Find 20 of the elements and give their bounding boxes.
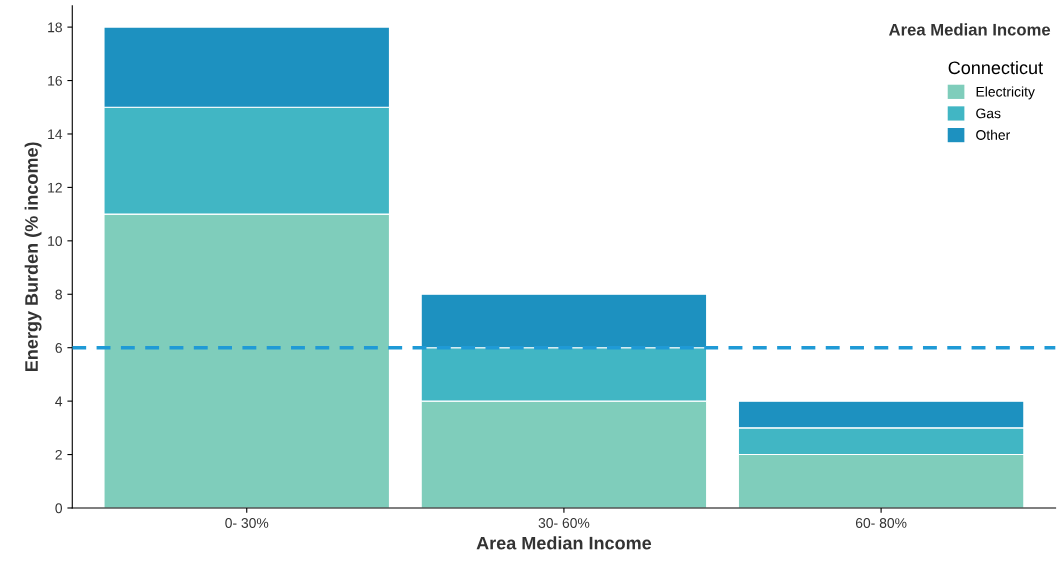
x-axis-title: Area Median Income — [476, 536, 652, 550]
y-tick-label: 18 — [48, 22, 62, 33]
x-tick-label: 0- 30% — [225, 518, 269, 528]
y-axis-title: Energy Burden (% income) — [24, 142, 42, 372]
y-tick-label: 12 — [48, 182, 62, 193]
y-tick-label: 2 — [55, 449, 62, 460]
legend-label: Electricity — [976, 86, 1035, 100]
x-tick-label: 60- 80% — [855, 518, 907, 528]
legend-label: Other — [976, 129, 1010, 140]
y-tick-label: 0 — [55, 503, 63, 514]
y-tick-label: 14 — [48, 129, 63, 140]
legend-title: Area Median Income — [888, 23, 1051, 36]
x-tick-label: 30- 60% — [538, 518, 590, 528]
text: Connecticut — [948, 60, 1043, 75]
y-tick-label: 4 — [55, 396, 63, 407]
y-tick-label: 8 — [55, 289, 62, 300]
y-tick-label: 10 — [48, 236, 63, 247]
legend-label: Gas — [976, 108, 1001, 119]
y-tick-label: 16 — [48, 75, 62, 86]
y-tick-label: 6 — [55, 343, 62, 353]
